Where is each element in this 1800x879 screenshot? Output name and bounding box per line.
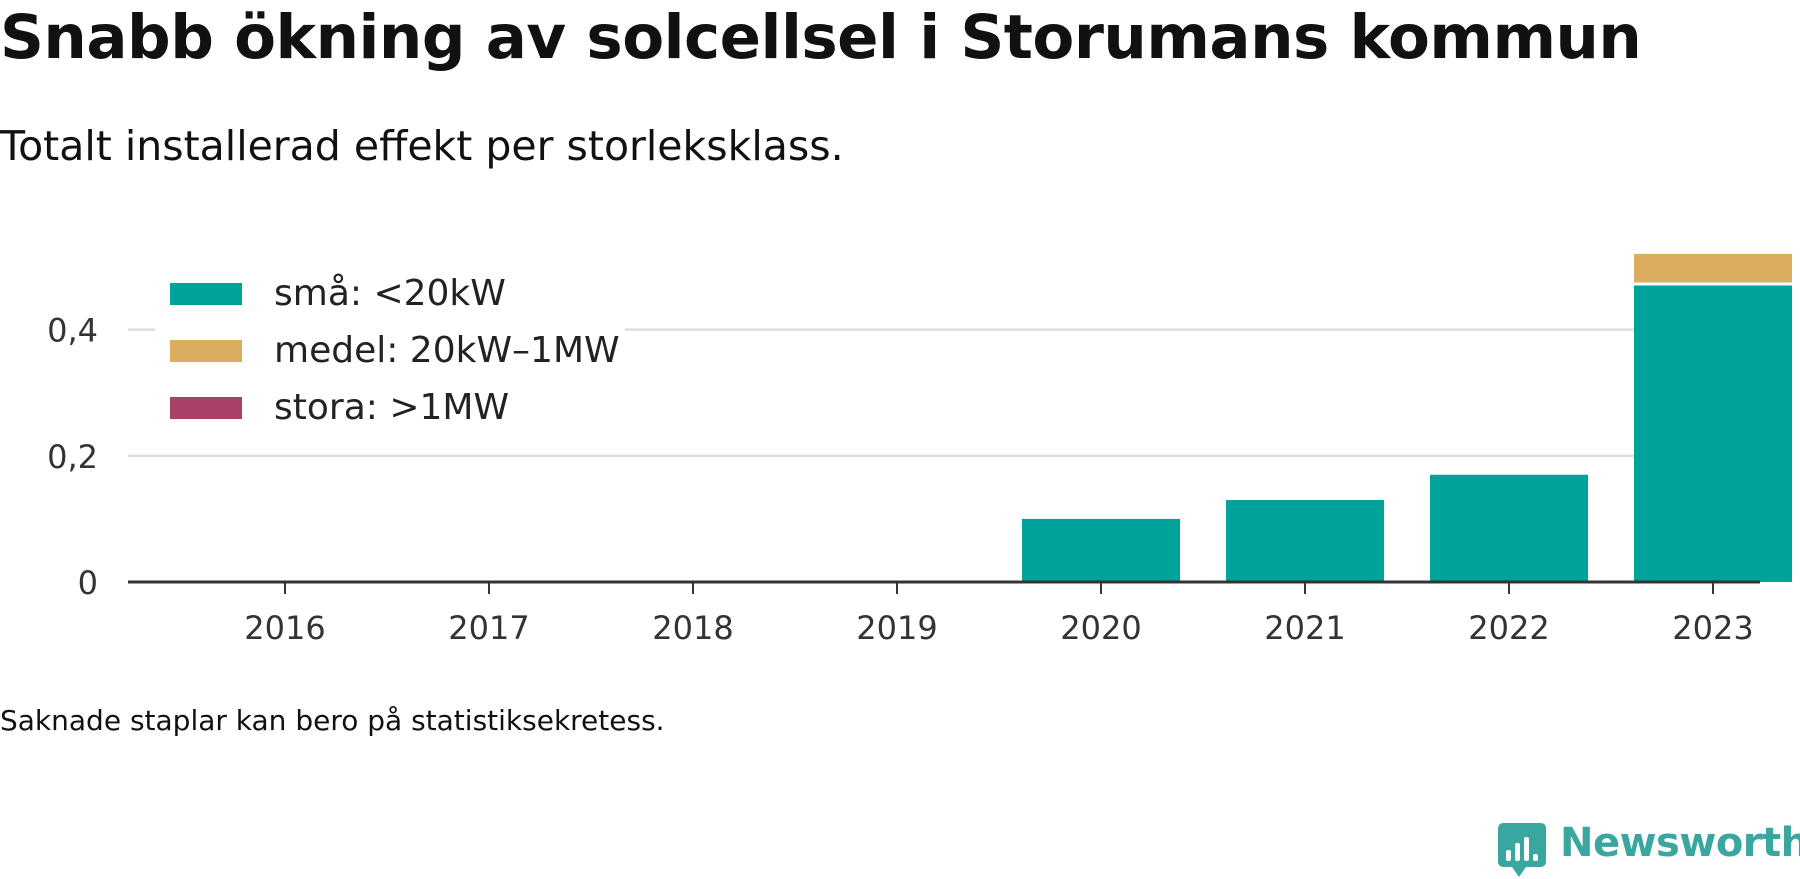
legend-label: små: <20kW: [274, 273, 506, 314]
stacked-bar-chart: 0 0,2 0,4 2016 2017 2018 2019 2020 2021 2022 2023 s…: [47, 253, 1792, 647]
x-tick-label: 2022: [1468, 609, 1549, 647]
bar-2023-series-1: [1634, 253, 1792, 283]
x-tick-label: 2020: [1060, 609, 1141, 647]
x-tick-label: 2023: [1672, 609, 1753, 647]
y-tick-label: 0,2: [47, 438, 98, 476]
legend-label: stora: >1MW: [274, 387, 509, 428]
x-tick-label: 2017: [448, 609, 529, 647]
legend-swatch: [170, 397, 242, 419]
legend-swatch: [170, 283, 242, 305]
legend-label: medel: 20kW–1MW: [274, 330, 620, 371]
newsworthy-logo-icon: [1498, 823, 1546, 877]
chart-title: Snabb ökning av solcellsel i Storumans k…: [0, 2, 1642, 73]
brand-name: Newsworthy: [1560, 820, 1800, 866]
y-tick-label: 0,4: [47, 312, 98, 350]
legend-swatch: [170, 340, 242, 362]
x-tick-label: 2021: [1264, 609, 1345, 647]
bar-2021-series-0: [1226, 499, 1384, 582]
bar-2023-series-0: [1634, 285, 1792, 582]
footnote: Saknade staplar kan bero på statistiksek…: [0, 704, 665, 737]
x-tick-label: 2019: [856, 609, 937, 647]
y-tick-label: 0: [78, 564, 98, 602]
x-tick-label: 2016: [244, 609, 325, 647]
chart-subtitle: Totalt installerad effekt per storlekskl…: [0, 122, 844, 170]
bar-2022-series-0: [1430, 474, 1588, 582]
x-tick-label: 2018: [652, 609, 733, 647]
bar-2020-series-0: [1022, 518, 1180, 582]
